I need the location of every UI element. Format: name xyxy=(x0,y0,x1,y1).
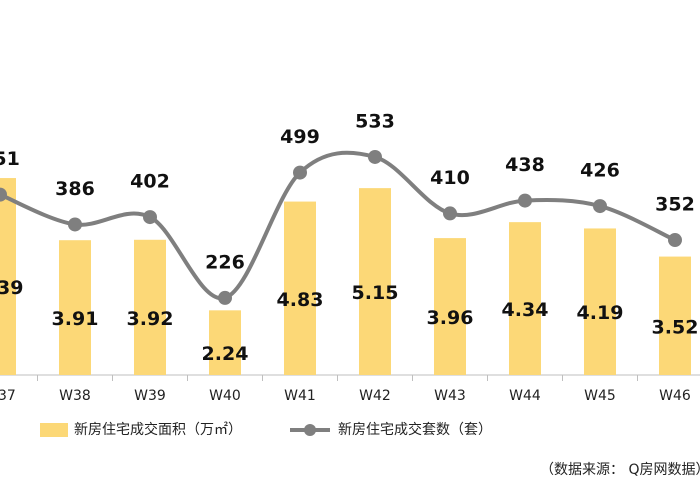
bar-value-label: 3.52 xyxy=(652,316,699,338)
source-note: （数据来源： Q房网数据） xyxy=(540,462,700,478)
line-value-label: 499 xyxy=(280,126,320,148)
line-value-label: 438 xyxy=(505,154,545,176)
line-point xyxy=(443,206,457,221)
x-tick-label: W41 xyxy=(284,388,316,404)
line-point xyxy=(593,199,607,214)
legend-swatch xyxy=(40,423,68,437)
line-point xyxy=(518,193,532,208)
bar xyxy=(359,188,391,375)
line-value-label: 352 xyxy=(655,194,695,216)
bar xyxy=(209,310,241,375)
x-tick-label: W44 xyxy=(509,388,541,404)
line-point xyxy=(0,187,7,202)
line-value-label: 226 xyxy=(205,251,245,273)
bar xyxy=(584,228,616,375)
bar xyxy=(659,256,691,375)
line-point xyxy=(68,217,82,232)
legend-label: 新房住宅成交面积（万㎡） xyxy=(74,421,242,438)
bar-value-label: 3.92 xyxy=(127,308,174,330)
bar xyxy=(0,178,16,375)
bar-value-label: 4.34 xyxy=(502,299,549,321)
legend-swatch xyxy=(304,424,316,436)
x-tick-label: W40 xyxy=(209,388,241,404)
x-tick-label: W37 xyxy=(0,388,16,404)
bar xyxy=(59,240,91,375)
line-point xyxy=(668,233,682,248)
bar-value-label: 5.39 xyxy=(0,277,23,299)
x-tick-label: W39 xyxy=(134,388,166,404)
line-value-label: 386 xyxy=(55,178,95,200)
line-value-label: 533 xyxy=(355,110,395,132)
line-point xyxy=(293,165,307,180)
bar xyxy=(434,238,466,375)
line-point xyxy=(368,149,382,164)
line-point xyxy=(218,290,232,305)
bar xyxy=(284,201,316,375)
bar-value-label: 5.15 xyxy=(352,282,399,304)
line-value-label: 426 xyxy=(580,160,620,182)
line-value-label: 402 xyxy=(130,171,170,193)
bar-value-label: 2.24 xyxy=(202,343,249,365)
bar-value-label: 3.91 xyxy=(52,308,99,330)
line xyxy=(0,150,676,301)
x-tick-label: W45 xyxy=(584,388,616,404)
bar xyxy=(134,239,166,375)
bar-value-label: 4.83 xyxy=(277,289,324,311)
bar xyxy=(509,222,541,375)
line-point xyxy=(143,210,157,225)
x-tick-label: W46 xyxy=(659,388,691,404)
x-tick-label: W42 xyxy=(359,388,391,404)
line-value-label: 451 xyxy=(0,148,20,170)
line-value-label: 410 xyxy=(430,167,470,189)
bar-value-label: 4.19 xyxy=(577,302,624,324)
legend-label: 新房住宅成交套数（套） xyxy=(338,421,492,438)
bar-value-label: 3.96 xyxy=(427,307,474,329)
x-tick-label: W38 xyxy=(59,388,91,404)
x-tick-label: W43 xyxy=(434,388,466,404)
